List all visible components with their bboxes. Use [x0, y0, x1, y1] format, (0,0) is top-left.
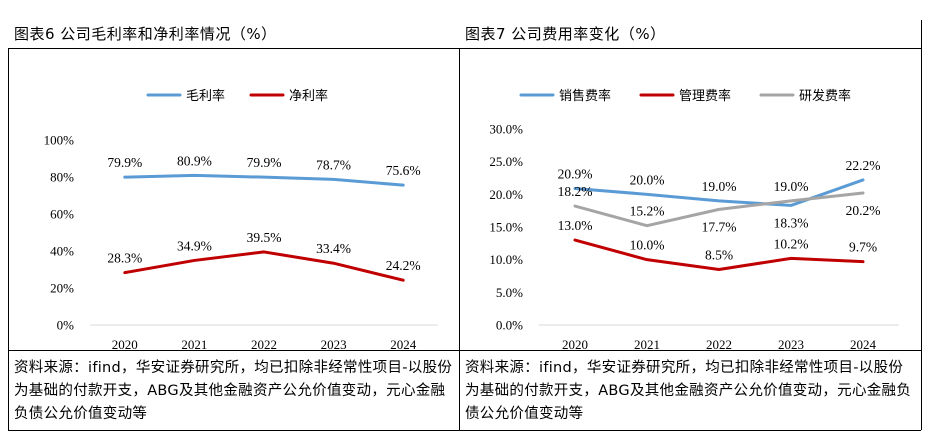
- panel-expenses: 图表7 公司费用率变化（%） 0.0% 5.0% 10.0% 15.0% 20.0% 25…: [459, 20, 921, 431]
- y-tick-label: 20%: [50, 281, 74, 296]
- legend-item: 管理费率: [639, 88, 731, 104]
- expense-ratio-line-chart: 0.0% 5.0% 10.0% 15.0% 20.0% 25.0% 30.0% 2020 202…: [489, 88, 899, 350]
- x-tick-label: 2020: [112, 337, 138, 350]
- panel-divider: [459, 20, 460, 430]
- y-tick-label: 0%: [57, 318, 75, 333]
- data-label: 39.5%: [247, 230, 282, 245]
- data-label: 79.9%: [247, 155, 282, 170]
- series-line: [123, 250, 405, 282]
- legend-label: 毛利率: [186, 88, 225, 104]
- legend-item: 销售费率: [519, 88, 611, 104]
- data-label: 28.3%: [107, 251, 142, 266]
- data-label: 22.2%: [846, 158, 881, 173]
- legend-label: 管理费率: [679, 88, 731, 104]
- data-label: 13.0%: [558, 218, 593, 233]
- legend-item: 净利率: [249, 88, 328, 104]
- data-label: 75.6%: [386, 163, 421, 178]
- right-border: [921, 20, 922, 430]
- data-label: 18.2%: [558, 184, 593, 199]
- source-note: 资料来源：ifind，华安证券研究所，均已扣除非经常性项目-以股份为基础的付款开…: [459, 350, 921, 431]
- title-bar: 图表6 公司毛利率和净利率情况（%）: [8, 20, 459, 49]
- y-tick-label: 40%: [50, 244, 74, 259]
- x-tick-label: 2024: [390, 337, 417, 350]
- source-text: 资料来源：ifind，华安证券研究所，均已扣除非经常性项目-以股份为基础的付款开…: [14, 360, 453, 422]
- x-tick-label: 2020: [562, 337, 588, 350]
- data-label: 10.2%: [774, 236, 809, 251]
- y-tick-label: 0.0%: [496, 318, 523, 333]
- x-tick-label: 2022: [706, 337, 732, 350]
- y-tick-label: 10.0%: [489, 252, 523, 267]
- y-tick-label: 25.0%: [489, 154, 523, 169]
- legend-label: 销售费率: [559, 88, 611, 104]
- x-tick-label: 2023: [778, 337, 804, 350]
- y-tick-label: 15.0%: [489, 220, 523, 235]
- y-tick-label: 80%: [50, 170, 74, 185]
- data-label: 20.0%: [630, 172, 665, 187]
- margins-line-chart: 0% 20% 40% 60% 80% 100% 2020 2021 2022 2023 2024 毛利…: [44, 88, 438, 350]
- y-tick-label: 100%: [44, 133, 75, 148]
- panel-margins: 图表6 公司毛利率和净利率情况（%） 0% 20% 40% 60% 80% 100% 202…: [8, 20, 459, 431]
- y-tick-label: 30.0%: [489, 122, 523, 137]
- data-label: 20.2%: [846, 203, 881, 218]
- data-label: 10.0%: [630, 238, 665, 253]
- y-tick-label: 20.0%: [489, 187, 523, 202]
- legend-item: 毛利率: [146, 88, 225, 104]
- y-tick-label: 5.0%: [496, 285, 523, 300]
- data-label: 78.7%: [316, 157, 351, 172]
- title-bar: 图表7 公司费用率变化（%）: [459, 20, 921, 49]
- chart-area: 0% 20% 40% 60% 80% 100% 2020 2021 2022 2023 2024 毛利…: [8, 49, 459, 350]
- legend-label: 净利率: [289, 88, 328, 104]
- legend-item: 研发费率: [759, 88, 851, 104]
- x-tick-label: 2021: [634, 337, 660, 350]
- data-label: 80.9%: [177, 153, 212, 168]
- data-label: 9.7%: [849, 240, 877, 255]
- left-border: [8, 20, 9, 430]
- chart-title: 图表7 公司费用率变化（%）: [465, 25, 666, 43]
- data-label: 15.2%: [630, 204, 665, 219]
- data-label: 24.2%: [386, 258, 421, 273]
- data-label: 17.7%: [702, 219, 737, 234]
- data-label: 19.0%: [702, 179, 737, 194]
- series-line: [123, 173, 405, 187]
- data-label: 18.3%: [774, 215, 809, 230]
- x-tick-label: 2021: [181, 337, 207, 350]
- chart-area: 0.0% 5.0% 10.0% 15.0% 20.0% 25.0% 30.0% 2020 202…: [459, 49, 921, 350]
- x-tick-label: 2022: [251, 337, 277, 350]
- data-label: 79.9%: [107, 155, 142, 170]
- figure-container: 图表6 公司毛利率和净利率情况（%） 0% 20% 40% 60% 80% 100% 202…: [8, 20, 922, 431]
- x-tick-label: 2024: [850, 337, 877, 350]
- y-tick-label: 60%: [50, 207, 74, 222]
- data-label: 34.9%: [177, 238, 212, 253]
- source-text: 资料来源：ifind，华安证券研究所，均已扣除非经常性项目-以股份为基础的付款开…: [465, 360, 912, 422]
- x-tick-label: 2023: [321, 337, 347, 350]
- data-label: 20.9%: [558, 166, 593, 181]
- legend-label: 研发费率: [799, 88, 851, 104]
- chart-title: 图表6 公司毛利率和净利率情况（%）: [14, 25, 277, 43]
- data-label: 8.5%: [705, 247, 733, 262]
- source-note: 资料来源：ifind，华安证券研究所，均已扣除非经常性项目-以股份为基础的付款开…: [8, 350, 459, 431]
- data-label: 19.0%: [774, 179, 809, 194]
- data-label: 33.4%: [316, 241, 351, 256]
